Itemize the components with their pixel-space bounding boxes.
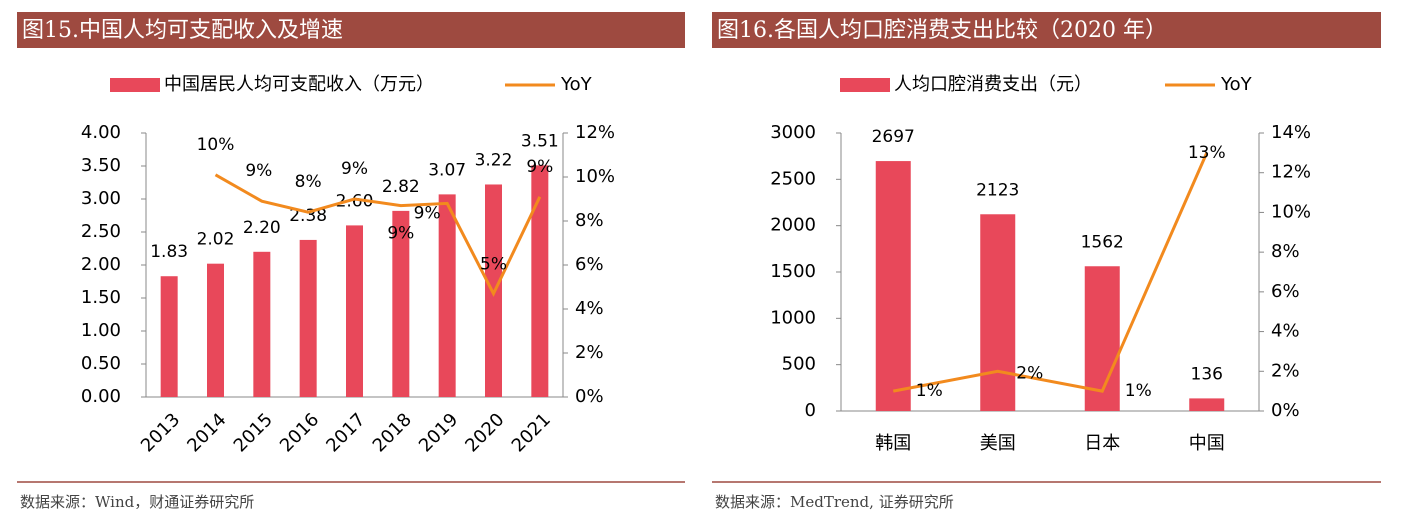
line: [214, 173, 542, 297]
y-tick-label: 3000: [770, 122, 816, 143]
line: [892, 152, 1209, 393]
line-value-label: 5%: [480, 255, 507, 275]
legend-swatch: [840, 78, 890, 92]
bar-value-label: 136: [1191, 364, 1223, 384]
bar: [299, 239, 317, 397]
line-value-label: 1%: [916, 381, 943, 401]
bar: [1189, 398, 1225, 411]
y2-tick-label: 10%: [575, 166, 615, 187]
y-tick-label: 0: [805, 400, 816, 421]
y2-tick-label: 0%: [575, 386, 604, 407]
source-note: 数据来源：MedTrend, 证券研究所: [715, 493, 954, 511]
bar-value-label: 2.20: [243, 218, 281, 238]
x-tick-label: 2021: [508, 409, 555, 456]
y2-tick-label: 12%: [1271, 162, 1311, 183]
line-value-label: 13%: [1188, 143, 1226, 163]
legend-swatch: [110, 78, 160, 92]
x-tick-label: 韩国: [875, 433, 911, 454]
bar-value-label: 3.51: [521, 131, 559, 151]
line-value-label: 9%: [341, 159, 368, 179]
x-tick-label: 2013: [137, 409, 184, 456]
title-bar: [712, 12, 1381, 48]
bar: [531, 165, 549, 397]
y-tick-label: 2.00: [81, 254, 121, 275]
line-value-label: 2%: [1016, 363, 1043, 383]
y2-tick-label: 2%: [1271, 360, 1300, 381]
bar: [207, 263, 224, 397]
y2-tick-label: 6%: [575, 254, 604, 275]
y2-tick-label: 2%: [575, 342, 604, 363]
bar-value-label: 1562: [1081, 232, 1124, 252]
y-tick-label: 3.00: [81, 188, 121, 209]
y2-tick-label: 6%: [1271, 281, 1300, 302]
bar: [392, 210, 410, 397]
y2-tick-label: 8%: [1271, 241, 1300, 262]
y-tick-label: 500: [782, 354, 816, 375]
line-value-label: 8%: [295, 172, 322, 192]
x-tick-label: 美国: [980, 433, 1016, 454]
x-tick-label: 2019: [415, 409, 462, 456]
y2-tick-label: 12%: [575, 122, 615, 143]
y2-tick-label: 4%: [575, 298, 604, 319]
bar-value-label: 2697: [872, 127, 915, 147]
x-tick-label: 2016: [276, 409, 323, 456]
bar-value-label: 2.60: [336, 191, 374, 211]
y-tick-label: 1.00: [81, 320, 121, 341]
y2-tick-label: 4%: [1271, 321, 1300, 342]
y-tick-label: 4.00: [81, 122, 121, 143]
bar-value-label: 3.07: [428, 160, 466, 180]
bar-value-label: 2.02: [197, 230, 235, 250]
line-value-label: 1%: [1125, 381, 1152, 401]
line-value-label: 9%: [387, 224, 414, 244]
x-tick-label: 2017: [322, 409, 369, 456]
x-tick-label: 中国: [1189, 433, 1225, 454]
y-tick-label: 2000: [770, 215, 816, 236]
x-tick-label: 日本: [1084, 433, 1120, 454]
y-tick-label: 2.50: [81, 221, 121, 242]
y-tick-label: 3.50: [81, 155, 121, 176]
line-value-label: 9%: [245, 161, 272, 181]
legend-label: YoY: [1220, 74, 1253, 95]
y2-tick-label: 14%: [1271, 122, 1311, 143]
chart-title: 图15.中国人均可支配收入及增速: [22, 18, 343, 43]
y-tick-label: 1500: [770, 261, 816, 282]
bar: [980, 214, 1016, 411]
line-value-label: 9%: [414, 203, 441, 223]
bar-value-label: 2.82: [382, 177, 420, 197]
y2-tick-label: 0%: [1271, 400, 1300, 421]
y-tick-label: 1000: [770, 307, 816, 328]
bar-value-label: 2123: [976, 180, 1019, 200]
line-value-label: 9%: [526, 157, 553, 177]
bar: [1084, 266, 1120, 411]
legend-label: 人均口腔消费支出（元）: [894, 74, 1092, 95]
chart-title: 图16.各国人均口腔消费支出比较（2020 年）: [717, 18, 1167, 43]
y-tick-label: 2500: [770, 168, 816, 189]
y2-tick-label: 10%: [1271, 201, 1311, 222]
source-note: 数据来源：Wind，财通证券研究所: [20, 493, 254, 511]
bar: [253, 251, 271, 397]
y-tick-label: 0.00: [81, 386, 121, 407]
bar: [346, 225, 363, 397]
x-tick-label: 2018: [369, 409, 416, 456]
y2-tick-label: 8%: [575, 210, 604, 231]
bar: [438, 194, 456, 397]
bar-value-label: 3.22: [475, 150, 513, 170]
bar: [875, 161, 911, 411]
x-tick-label: 2014: [183, 409, 230, 456]
legend-label: YoY: [560, 74, 593, 95]
title-bar: [17, 12, 685, 48]
y-tick-label: 0.50: [81, 353, 121, 374]
bar: [160, 276, 178, 397]
x-tick-label: 2020: [461, 409, 508, 456]
y-tick-label: 1.50: [81, 287, 121, 308]
bar-value-label: 1.83: [150, 242, 188, 262]
x-tick-label: 2015: [230, 409, 277, 456]
line-value-label: 10%: [197, 135, 235, 155]
legend-label: 中国居民人均可支配收入（万元）: [164, 74, 434, 95]
